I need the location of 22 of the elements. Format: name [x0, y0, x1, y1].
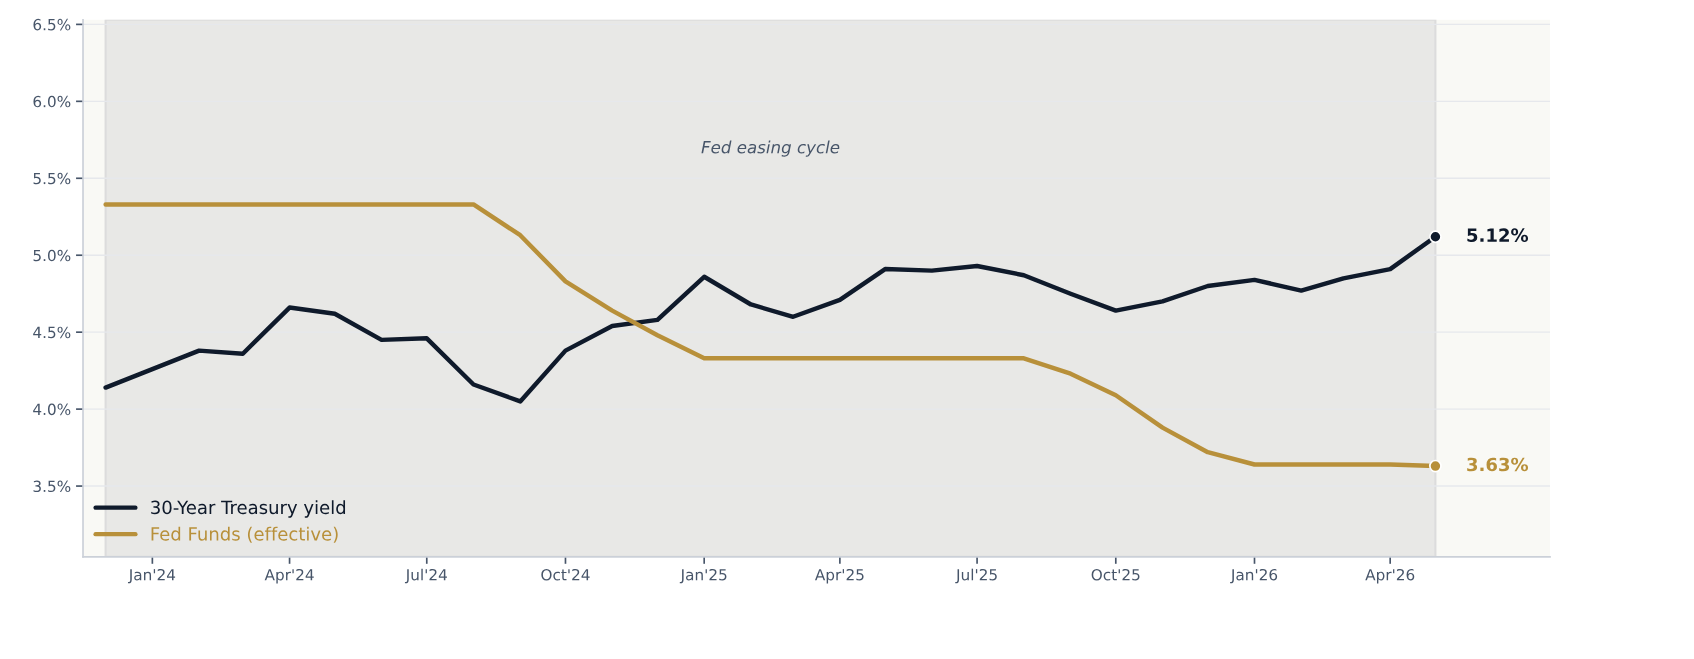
x-tick-label: Apr'25	[814, 568, 864, 584]
x-tick-label: Oct'25	[1091, 568, 1140, 581]
y-tick-label: 5.0%	[33, 249, 71, 262]
legend-label: Fed Funds (effective)	[151, 526, 338, 543]
x-tick-label: Apr'26	[1365, 568, 1415, 584]
y-tick-label: 4.5%	[33, 326, 71, 339]
band-label: Fed easing cycle	[701, 140, 840, 157]
y-tick-label: 5.5%	[33, 172, 71, 185]
legend-label: 30-Year Treasury yield	[151, 500, 346, 518]
y-tick-label: 6.0%	[33, 95, 71, 108]
y-tick-label: 3.5%	[33, 480, 71, 493]
y-tick-label: 4.0%	[33, 403, 71, 416]
data-label: 5.12%	[1467, 228, 1529, 242]
x-tick-label: Jul'24	[404, 568, 447, 584]
x-tick-label: Jan'25	[679, 568, 727, 584]
x-tick-label: Jul'25	[955, 568, 997, 584]
x-tick-label: Oct'24	[541, 568, 590, 581]
y-tick-label: 6.5%	[33, 18, 71, 31]
x-tick-label: Jan'24	[127, 568, 176, 584]
x-tick-label: Jan'26	[1230, 568, 1278, 584]
data-label: 3.63%	[1467, 457, 1529, 472]
x-tick-label: Apr'24	[264, 568, 314, 584]
